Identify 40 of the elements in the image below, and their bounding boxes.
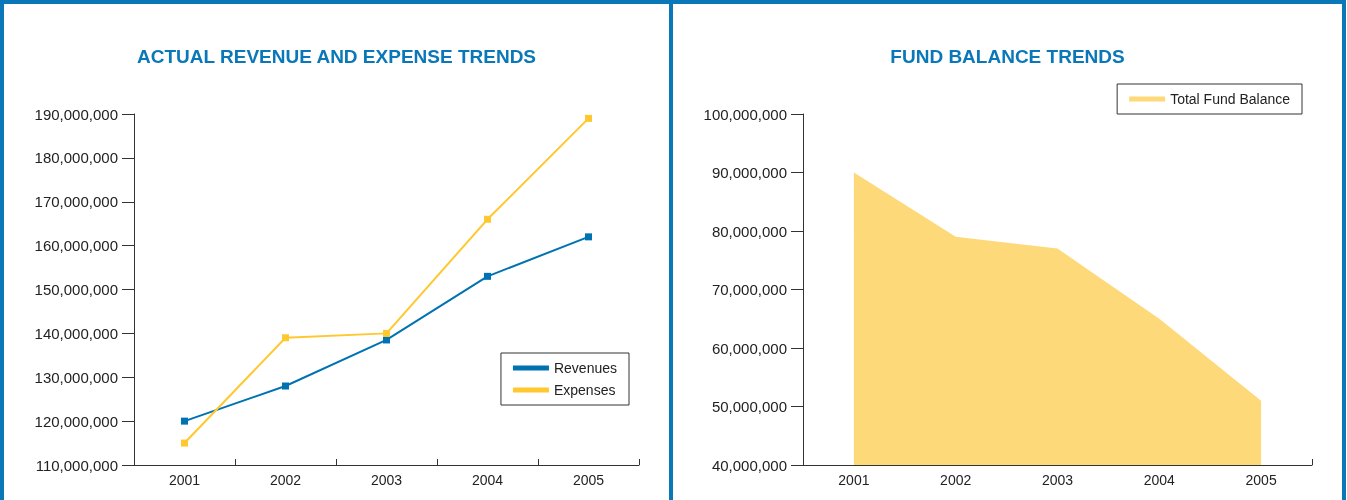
y-tick-label: 70,000,000 — [711, 281, 787, 298]
point — [181, 439, 188, 447]
y-tick-label: 80,000,000 — [711, 222, 787, 240]
point — [181, 417, 188, 425]
legend-label: Total Fund Balance — [1170, 91, 1291, 107]
point — [383, 329, 390, 337]
y-tick-label: 130,000,000 — [34, 368, 118, 386]
point — [484, 272, 491, 280]
point — [282, 334, 289, 342]
y-tick-label: 90,000,000 — [711, 164, 787, 181]
x-tick-label: 2005 — [572, 472, 605, 488]
y-tick-label: 40,000,000 — [711, 456, 787, 474]
legend-label: Revenues — [553, 360, 618, 376]
y-tick-label: 190,000,000 — [34, 105, 118, 123]
y-tick-label: 110,000,000 — [35, 456, 118, 474]
x-tick-label: 2004 — [471, 472, 504, 488]
y-tick-label: 180,000,000 — [34, 149, 118, 167]
x-tick-label: 2003 — [370, 472, 403, 488]
point — [484, 215, 491, 223]
chart-title: ACTUAL REVENUE AND EXPENSE TRENDS — [136, 46, 537, 67]
x-tick-label: 2003 — [1041, 472, 1074, 488]
y-tick-label: 150,000,000 — [34, 281, 118, 298]
x-tick-label: 2004 — [1143, 472, 1176, 488]
x-tick-label: 2002 — [269, 472, 302, 488]
point — [585, 114, 592, 122]
y-tick-label: 50,000,000 — [711, 398, 787, 415]
y-tick-label: 60,000,000 — [711, 339, 787, 357]
x-tick-label: 2001 — [168, 472, 201, 488]
point — [282, 382, 289, 390]
x-tick-label: 2001 — [838, 472, 870, 488]
y-tick-label: 100,000,000 — [703, 105, 787, 123]
point — [585, 233, 592, 241]
x-tick-label: 2002 — [940, 472, 972, 488]
legend-label: Expenses — [553, 382, 616, 398]
y-tick-label: 160,000,000 — [34, 237, 118, 255]
y-tick-label: 170,000,000 — [34, 193, 118, 211]
y-tick-label: 120,000,000 — [34, 412, 118, 430]
x-tick-label: 2005 — [1245, 472, 1277, 488]
chart-title: FUND BALANCE TRENDS — [890, 46, 1125, 67]
y-tick-label: 140,000,000 — [34, 324, 118, 342]
